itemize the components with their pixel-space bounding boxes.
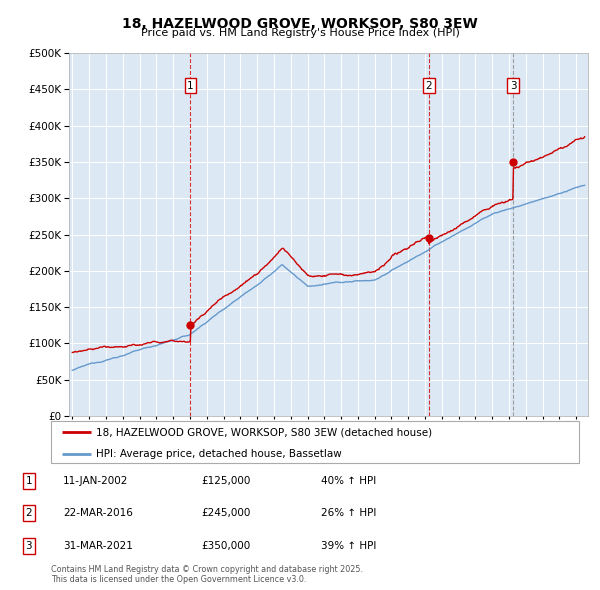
- Text: 18, HAZELWOOD GROVE, WORKSOP, S80 3EW: 18, HAZELWOOD GROVE, WORKSOP, S80 3EW: [122, 17, 478, 31]
- Text: 11-JAN-2002: 11-JAN-2002: [63, 476, 128, 486]
- Text: 22-MAR-2016: 22-MAR-2016: [63, 509, 133, 518]
- Text: Contains HM Land Registry data © Crown copyright and database right 2025.
This d: Contains HM Land Registry data © Crown c…: [51, 565, 363, 584]
- Text: 39% ↑ HPI: 39% ↑ HPI: [321, 541, 376, 550]
- Text: HPI: Average price, detached house, Bassetlaw: HPI: Average price, detached house, Bass…: [96, 449, 341, 459]
- Text: 3: 3: [510, 81, 517, 91]
- FancyBboxPatch shape: [51, 421, 579, 463]
- Text: 1: 1: [187, 81, 194, 91]
- Text: 2: 2: [425, 81, 432, 91]
- Text: £245,000: £245,000: [201, 509, 250, 518]
- Text: 2: 2: [25, 509, 32, 518]
- Text: £125,000: £125,000: [201, 476, 250, 486]
- Text: 31-MAR-2021: 31-MAR-2021: [63, 541, 133, 550]
- Text: 1: 1: [25, 476, 32, 486]
- Text: 18, HAZELWOOD GROVE, WORKSOP, S80 3EW (detached house): 18, HAZELWOOD GROVE, WORKSOP, S80 3EW (d…: [96, 427, 432, 437]
- Text: £350,000: £350,000: [201, 541, 250, 550]
- Text: 3: 3: [25, 541, 32, 550]
- Text: 26% ↑ HPI: 26% ↑ HPI: [321, 509, 376, 518]
- Text: 40% ↑ HPI: 40% ↑ HPI: [321, 476, 376, 486]
- Text: Price paid vs. HM Land Registry's House Price Index (HPI): Price paid vs. HM Land Registry's House …: [140, 28, 460, 38]
